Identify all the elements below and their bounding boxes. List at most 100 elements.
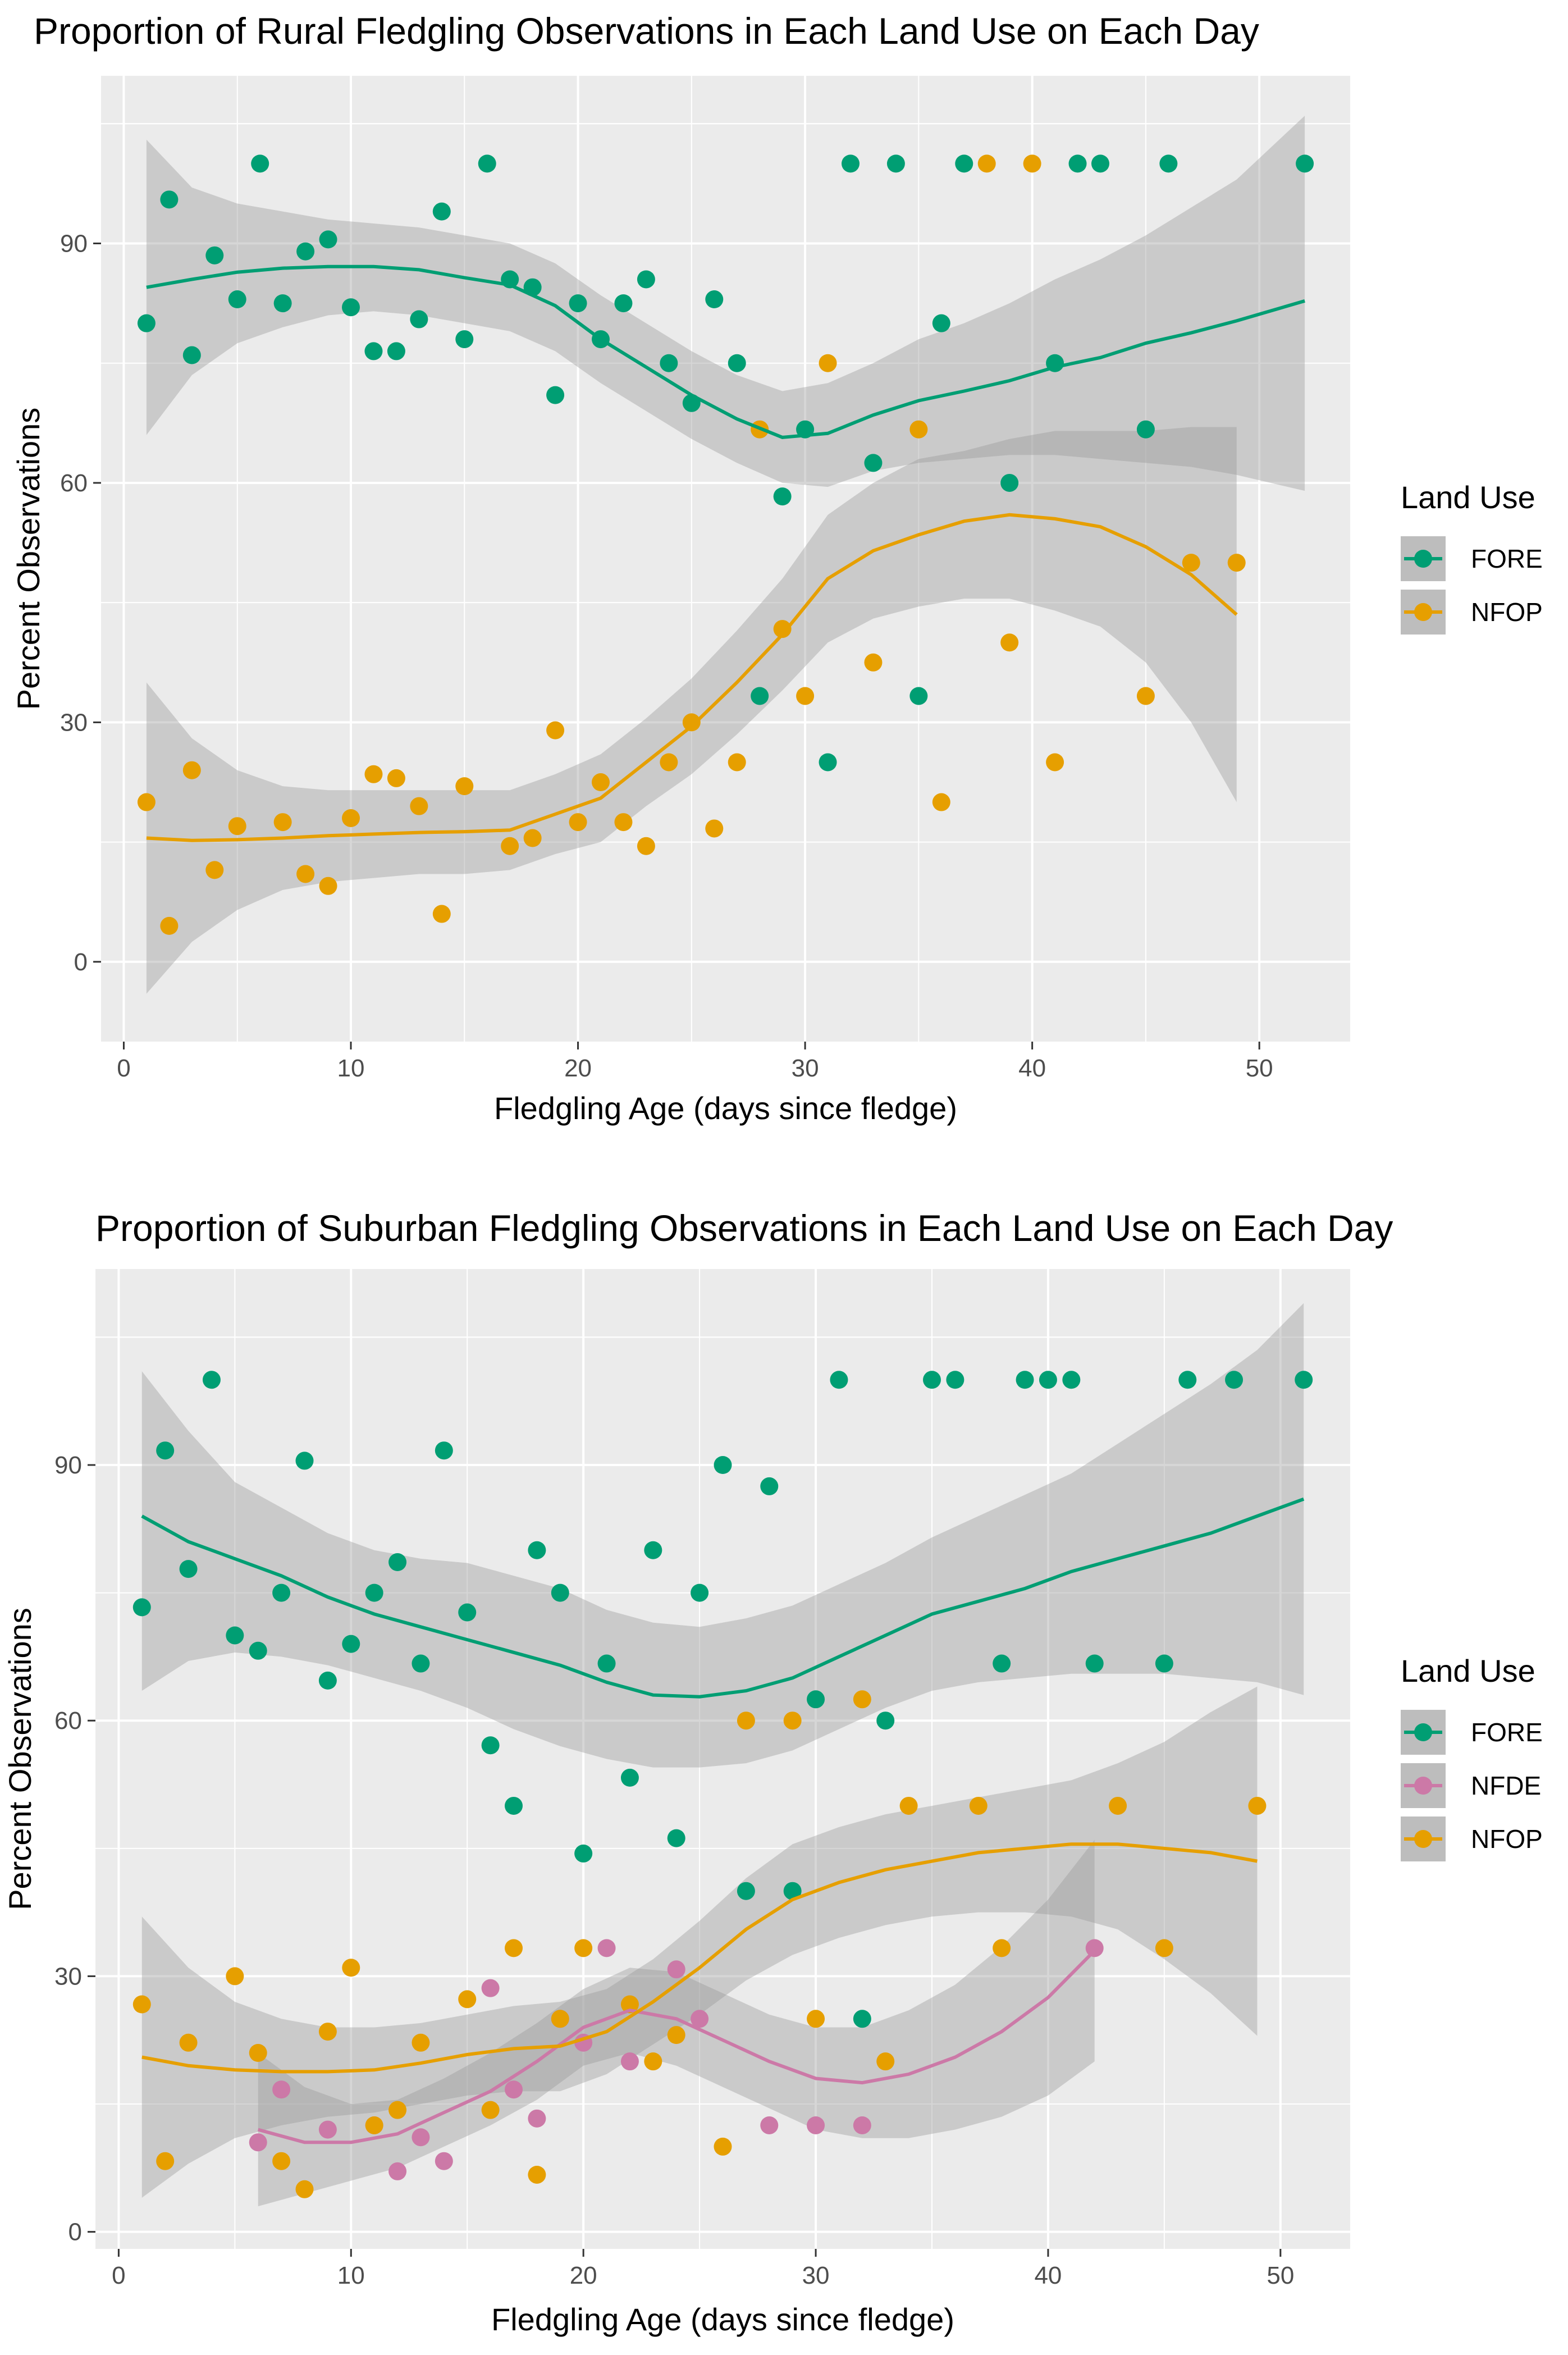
legend: Land Use FORE NFOP <box>1401 480 1543 635</box>
data-point-fore <box>614 294 633 313</box>
x-tick-label: 0 <box>112 2262 125 2289</box>
data-point-fore <box>182 346 201 364</box>
y-tick-label: 90 <box>60 230 88 258</box>
data-point-nfde <box>505 2080 523 2099</box>
data-point-fore <box>946 1371 964 1389</box>
data-point-fore <box>342 298 360 317</box>
data-point-fore <box>1039 1371 1057 1389</box>
data-point-fore <box>830 1371 848 1389</box>
data-point-fore <box>481 1736 500 1755</box>
data-point-fore <box>226 1626 244 1645</box>
y-tick-label: 0 <box>74 948 88 976</box>
y-tick-label: 90 <box>54 1452 82 1479</box>
trend-line-nfop <box>141 1842 1258 2074</box>
data-point-fore <box>432 202 451 221</box>
confidence-band-fore <box>146 116 1305 491</box>
legend-label: FORE <box>1471 544 1543 573</box>
data-point-nfop <box>412 2033 430 2052</box>
legend-item-fore: FORE <box>1401 536 1543 581</box>
data-point-fore <box>751 687 769 705</box>
data-point-nfop <box>977 154 996 173</box>
data-point-nfop <box>614 813 633 832</box>
y-axis-title: Percent Observations <box>11 408 46 710</box>
data-point-nfop <box>728 753 746 772</box>
plot-panel <box>95 1269 1350 2249</box>
data-point-nfde <box>1085 1939 1104 1957</box>
data-point-fore <box>660 354 678 372</box>
data-point-nfop <box>481 2101 500 2119</box>
data-point-fore <box>714 1456 732 1474</box>
data-point-nfop <box>432 905 451 923</box>
data-point-nfop <box>272 2152 291 2170</box>
data-point-fore <box>1295 1371 1313 1389</box>
data-point-nfop <box>226 1967 244 1986</box>
data-point-nfop <box>249 2044 267 2062</box>
data-point-nfde <box>435 2152 453 2170</box>
legend-item-fore: FORE <box>1401 1710 1543 1755</box>
legend-label: NFOP <box>1471 597 1543 627</box>
data-point-nfop <box>137 793 156 811</box>
data-point-fore <box>667 1829 685 1847</box>
data-point-fore <box>1016 1371 1034 1389</box>
chart-title: Proportion of Suburban Fledgling Observa… <box>95 1207 1393 1249</box>
data-point-nfop <box>501 837 519 855</box>
data-point-fore <box>1155 1654 1173 1673</box>
data-point-fore <box>644 1541 662 1559</box>
data-point-nfop <box>705 819 724 838</box>
data-point-fore <box>342 1635 360 1653</box>
data-point-nfop <box>783 1712 802 1730</box>
data-point-fore <box>1296 154 1314 173</box>
data-point-nfop <box>342 809 360 827</box>
data-point-nfop <box>592 773 610 792</box>
data-point-nfde <box>318 2120 337 2139</box>
data-point-fore <box>205 246 224 264</box>
data-point-nfop <box>546 721 565 740</box>
y-tick-label: 30 <box>60 709 88 736</box>
data-point-fore <box>1091 154 1109 173</box>
data-point-nfde <box>691 2010 709 2028</box>
data-point-fore <box>932 314 950 332</box>
data-point-fore <box>319 230 337 249</box>
data-point-fore <box>1000 473 1019 492</box>
data-point-nfop <box>342 1959 360 1977</box>
data-point-nfop <box>319 877 337 895</box>
x-tick-label: 10 <box>337 1055 365 1082</box>
data-point-nfop <box>182 761 201 779</box>
data-point-nfde <box>481 1979 500 1997</box>
data-point-nfop <box>667 2026 685 2044</box>
data-point-nfop <box>853 1690 871 1709</box>
data-point-fore <box>251 154 269 173</box>
data-point-fore <box>387 342 405 360</box>
x-tick-label: 30 <box>792 1055 819 1082</box>
data-point-fore <box>993 1654 1011 1673</box>
data-point-nfde <box>807 2116 825 2134</box>
data-point-nfde <box>412 2128 430 2147</box>
data-point-nfop <box>458 1990 477 2009</box>
data-point-fore <box>296 242 315 261</box>
data-point-nfop <box>523 829 542 847</box>
data-point-nfde <box>620 2052 639 2071</box>
data-point-nfop <box>1155 1939 1173 1957</box>
data-point-fore <box>819 753 837 772</box>
data-point-nfop <box>388 2101 407 2119</box>
data-point-fore <box>410 310 428 328</box>
data-point-fore <box>156 1441 175 1460</box>
data-point-fore <box>458 1603 477 1622</box>
data-point-fore <box>272 1583 291 1602</box>
data-point-fore <box>1225 1371 1244 1389</box>
data-point-fore <box>364 342 383 360</box>
y-tick-label: 60 <box>54 1707 82 1735</box>
data-point-fore <box>1178 1371 1197 1389</box>
data-point-nfop <box>1023 154 1041 173</box>
data-point-nfop <box>160 916 179 935</box>
legend-item-nfop: NFOP <box>1401 1817 1543 1861</box>
data-point-fore <box>923 1371 941 1389</box>
data-point-nfop <box>899 1796 918 1815</box>
y-axis-title: Percent Observations <box>2 1608 38 1910</box>
data-point-nfop <box>682 713 701 732</box>
data-point-nfop <box>364 765 383 783</box>
trend-line-nfop <box>146 513 1238 842</box>
data-point-nfop <box>909 420 928 439</box>
data-point-nfop <box>876 2052 895 2071</box>
